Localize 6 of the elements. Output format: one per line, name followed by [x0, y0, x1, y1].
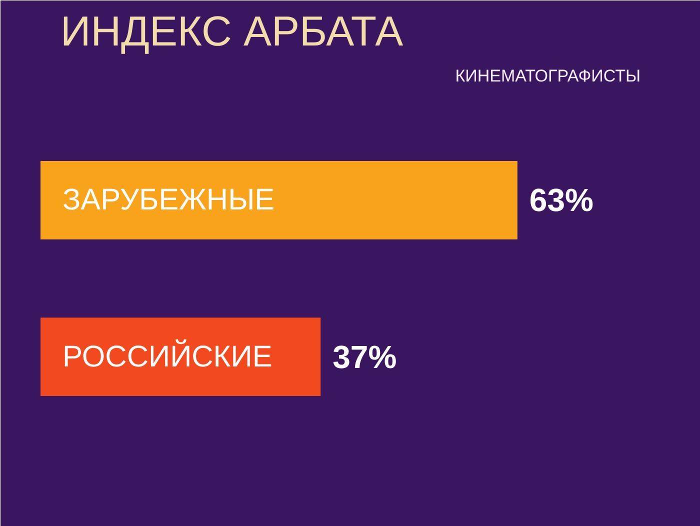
chart-subtitle: КИНЕМАТОГРАФИСТЫ — [455, 66, 641, 86]
y-tick-label: РОССИЙСКИЕ — [62, 338, 272, 374]
chart-title: ИНДЕКС АРБАТА — [60, 8, 404, 54]
data-label: 37% — [332, 338, 397, 375]
y-tick-label: ЗАРУБЕЖНЫЕ — [62, 184, 275, 217]
data-label: 63% — [529, 182, 594, 218]
